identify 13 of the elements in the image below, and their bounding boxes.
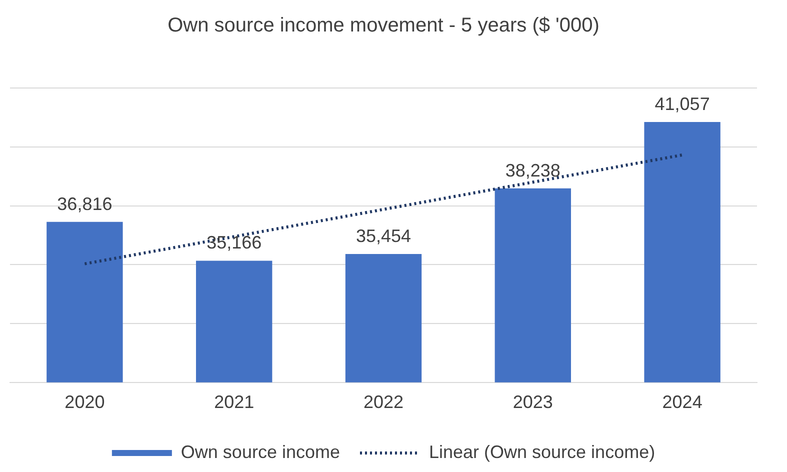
data-label: 41,057	[654, 94, 710, 114]
x-tick-label: 2021	[214, 392, 254, 412]
data-label: 38,238	[505, 160, 560, 180]
x-tick-label: 2023	[512, 392, 553, 412]
legend-label: Linear (Own source income)	[428, 442, 656, 462]
data-label: 36,816	[57, 194, 112, 214]
data-label: 35,454	[356, 226, 412, 246]
data-label: 35,166	[206, 232, 262, 253]
chart-title: Own source income movement - 5 years ($ '000)	[168, 14, 600, 37]
x-tick-label: 2020	[64, 392, 105, 412]
x-tick-label: 2022	[363, 392, 404, 412]
legend-label: Own source income	[180, 442, 340, 462]
x-tick-label: 2024	[662, 392, 702, 412]
